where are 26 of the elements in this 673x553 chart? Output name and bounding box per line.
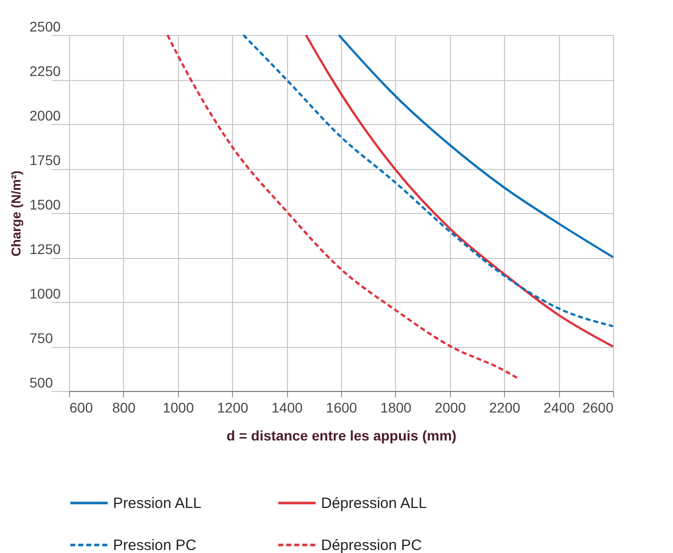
x-tick-label: 2400 bbox=[544, 400, 575, 416]
legend-label: Dépression ALL bbox=[321, 495, 427, 512]
x-tick-label: 800 bbox=[112, 400, 136, 416]
legend-label: Dépression PC bbox=[321, 537, 422, 553]
x-tick-label: 1600 bbox=[326, 400, 358, 416]
x-tick-label: 1400 bbox=[272, 400, 303, 416]
y-axis-title: Charge (N/m²) bbox=[8, 170, 24, 256]
legend-label: Pression PC bbox=[113, 537, 197, 553]
x-tick-label: 1800 bbox=[380, 400, 412, 416]
x-tick-label: 2600 bbox=[582, 400, 614, 416]
x-tick-label: 1000 bbox=[162, 400, 194, 416]
y-tick-label: 1500 bbox=[30, 196, 61, 212]
y-tick-label: 500 bbox=[30, 374, 54, 390]
x-tick-label: 600 bbox=[70, 400, 94, 416]
x-axis-title: d = distance entre les appuis (mm) bbox=[226, 428, 456, 444]
x-tick-label: 2200 bbox=[489, 400, 520, 416]
x-tick-label: 2000 bbox=[434, 400, 466, 416]
y-tick-label: 2250 bbox=[30, 63, 61, 79]
y-tick-label: 1250 bbox=[30, 241, 61, 257]
y-tick-label: 2500 bbox=[30, 18, 61, 34]
y-tick-label: 750 bbox=[30, 330, 54, 346]
y-tick-label: 2000 bbox=[30, 108, 61, 124]
x-tick-label: 1200 bbox=[217, 400, 248, 416]
y-tick-label: 1750 bbox=[30, 152, 61, 168]
y-tick-label: 1000 bbox=[30, 286, 61, 302]
legend-label: Pression ALL bbox=[113, 495, 202, 512]
